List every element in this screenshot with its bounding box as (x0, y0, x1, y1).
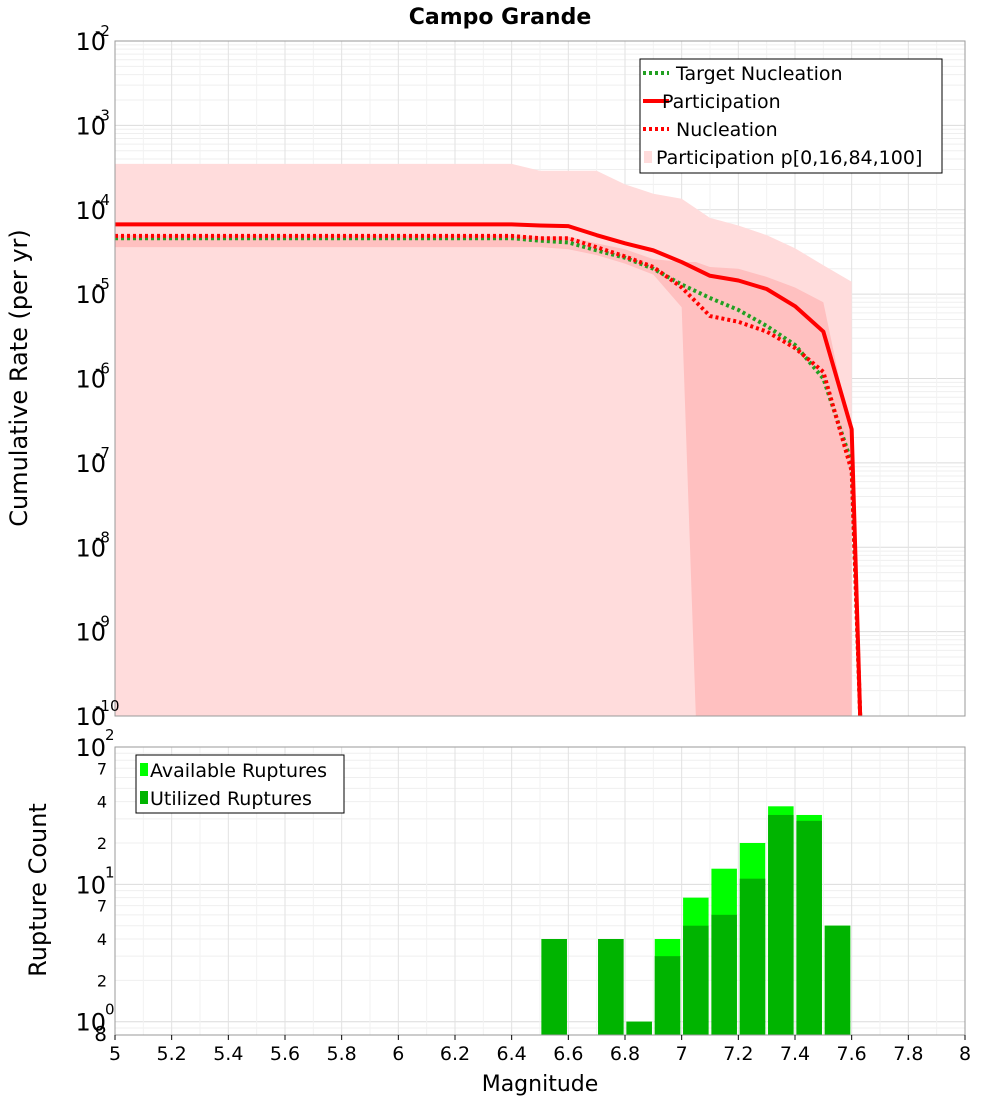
x-tick-label: 5 (109, 1043, 121, 1065)
top-y-tick-exponent: -6 (95, 360, 110, 378)
legend-label: Target Nucleation (675, 63, 843, 85)
top-plot-frame (114, 40, 966, 717)
x-tick-label: 5.8 (327, 1043, 357, 1065)
bottom-legend-box (135, 754, 345, 814)
legend-label: Available Ruptures (150, 760, 327, 782)
x-axis-label: Magnitude (482, 1072, 599, 1097)
x-tick-label: 7.6 (837, 1043, 867, 1065)
band-p16-p84 (115, 235, 852, 716)
top-y-tick-label: 10 (75, 366, 106, 394)
top-y-tick-exponent: -2 (95, 22, 110, 40)
bottom-y-tick-exponent: 0 (105, 1001, 115, 1019)
x-tick-label: 5.4 (213, 1043, 243, 1065)
bottom-legend: Available Ruptures Utilized Ruptures (135, 754, 345, 814)
top-y-tick-exponent: -4 (95, 191, 110, 209)
legend-swatch (644, 151, 652, 163)
bar-utilized-ruptures (626, 1021, 652, 1035)
x-tick-label: 5.6 (270, 1043, 300, 1065)
legend-label: Nucleation (676, 119, 778, 141)
x-tick-label: 6.6 (553, 1043, 583, 1065)
top-y-tick-exponent: -9 (95, 613, 110, 631)
bottom-y-tick-label: 10 (75, 871, 106, 899)
top-y-tick-label: 10 (75, 703, 106, 731)
bar-utilized-ruptures (683, 925, 709, 1035)
bar-utilized-ruptures (598, 939, 624, 1035)
bottom-y-minor-tick-label: 2 (97, 834, 107, 853)
bar-utilized-ruptures (796, 820, 822, 1035)
x-tick-label: 6 (392, 1043, 404, 1065)
bottom-y-minor-tick-label: 7 (97, 897, 107, 916)
top-legend-box (639, 58, 943, 174)
top-y-tick-label: 10 (75, 197, 106, 225)
bottom-y-tick-label: 10 (75, 734, 106, 762)
bottom-y-minor-tick-label: 4 (97, 793, 107, 812)
x-tick-label: 6.4 (497, 1043, 527, 1065)
top-bands (115, 163, 852, 717)
x-tick-label: 6.2 (440, 1043, 470, 1065)
bottom-plot-frame (114, 746, 966, 1036)
bottom-y-axis-label: Rupture Count (24, 803, 52, 977)
top-y-tick-exponent: -8 (95, 528, 110, 546)
x-tick-label: 7.8 (893, 1043, 923, 1065)
bottom-y-tick-exponent: 2 (105, 726, 115, 744)
bar-utilized-ruptures (711, 914, 737, 1035)
bottom-bars (541, 806, 851, 1035)
top-y-tick-label: 10 (75, 28, 106, 56)
legend-swatch (140, 763, 148, 776)
bar-utilized-ruptures (739, 878, 766, 1035)
legend-label: Utilized Ruptures (150, 788, 312, 810)
top-legend: Target Nucleation Participation Nucleation… (639, 58, 943, 174)
top-y-tick-label: 10 (75, 619, 106, 647)
x-tick-label: 6.8 (610, 1043, 640, 1065)
bar-utilized-ruptures (768, 814, 794, 1035)
top-y-tick-label: 10 (75, 450, 106, 478)
top-y-tick-exponent: -5 (95, 275, 110, 293)
x-tick-label: 8 (959, 1043, 971, 1065)
legend-label: Participation (662, 91, 781, 113)
series-line-target-nucleation (115, 236, 863, 717)
top-y-axis-label: Cumulative Rate (per yr) (5, 229, 33, 527)
top-y-tick-exponent: -7 (95, 444, 110, 462)
legend-swatch (140, 791, 148, 804)
bar-utilized-ruptures (541, 939, 567, 1035)
bar-utilized-ruptures (824, 925, 851, 1035)
chart-title: Campo Grande (409, 5, 592, 30)
top-y-tick-exponent: -3 (95, 106, 110, 124)
series-line-nucleation (115, 233, 863, 717)
bottom-y-tick-exponent: 1 (105, 863, 115, 881)
bottom-y-tick-label: 8 (94, 1022, 107, 1046)
x-tick-label: 7.4 (780, 1043, 810, 1065)
x-ticks: 5 5.2 5.4 5.6 5.8 6 6.2 6.4 6.6 6.8 7 7.2 7.4 7.6 7.8 8 (109, 1035, 971, 1065)
x-tick-label: 7.2 (723, 1043, 753, 1065)
series-line-participation (115, 222, 863, 717)
top-y-tick-exponent: -10 (95, 697, 120, 715)
bar-utilized-ruptures (654, 956, 681, 1035)
bottom-y-minor-tick-label: 2 (97, 971, 107, 990)
x-tick-label: 7 (676, 1043, 688, 1065)
legend-label: Participation p[0,16,84,100] (656, 147, 922, 169)
top-y-tick-label: 10 (75, 112, 106, 140)
bottom-y-tick-label: 10 (75, 1009, 106, 1037)
bottom-y-minor-tick-label: 7 (97, 759, 107, 778)
top-y-tick-label: 10 (75, 281, 106, 309)
band-p0-p100 (115, 163, 852, 717)
top-y-tick-label: 10 (75, 534, 106, 562)
top-lines (115, 222, 863, 717)
bottom-y-minor-tick-label: 4 (97, 930, 107, 949)
x-tick-label: 5.2 (157, 1043, 187, 1065)
